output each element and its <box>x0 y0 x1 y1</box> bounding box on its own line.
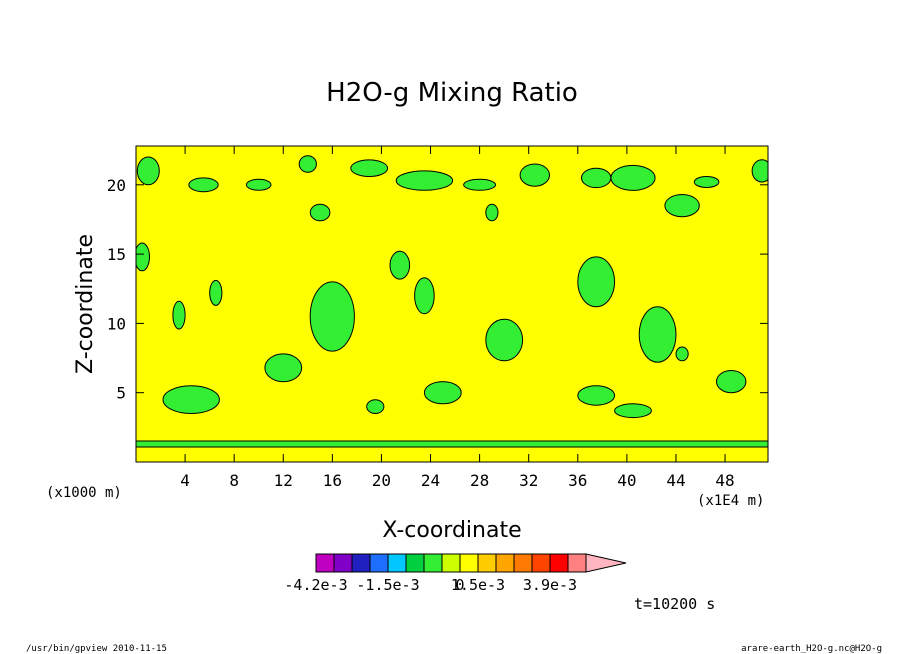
y-tick-label: 15 <box>107 245 126 264</box>
x-tick-label: 48 <box>715 471 734 490</box>
green-regions <box>136 155 768 419</box>
y-tick-label: 10 <box>107 314 126 333</box>
x-tick-label: 8 <box>229 471 239 490</box>
green-region <box>614 403 652 419</box>
colorbar-labels: -4.2e-3 -1.5e-3 01.5e-3 3.9e-3 <box>284 576 577 594</box>
colorbar-swatch <box>477 553 497 573</box>
x-tick-label: 36 <box>568 471 587 490</box>
green-region <box>350 159 389 177</box>
green-region <box>136 242 150 272</box>
colorbar-swatch <box>549 553 569 573</box>
green-region <box>423 381 462 405</box>
green-region <box>264 353 303 383</box>
colorbar-swatch <box>387 553 407 573</box>
green-region <box>298 155 317 173</box>
x-unit-right: (x1E4 m) <box>697 493 764 509</box>
plot-background <box>136 146 768 462</box>
colorbar-swatch <box>495 553 515 573</box>
green-region <box>309 203 331 222</box>
green-region <box>172 300 186 330</box>
x-tick-label: 28 <box>470 471 489 490</box>
green-region <box>675 346 689 362</box>
green-region <box>485 203 499 222</box>
colorbar-swatch <box>351 553 371 573</box>
colorbar-swatch <box>567 553 587 573</box>
green-region <box>751 159 768 183</box>
green-region <box>463 178 497 191</box>
green-region <box>209 279 223 306</box>
green-region <box>519 163 550 187</box>
x-tick-label: 4 <box>180 471 190 490</box>
colorbar-label: -1.5e-3 <box>356 576 419 594</box>
green-region <box>136 156 160 186</box>
green-region <box>395 170 454 191</box>
x-unit-left: (x1000 m) <box>46 485 122 501</box>
green-region <box>245 178 272 191</box>
plot-frame <box>135 145 769 463</box>
x-tick-label: 40 <box>617 471 636 490</box>
colorbar-swatch <box>441 553 461 573</box>
x-tick-label: 32 <box>519 471 538 490</box>
green-region <box>716 370 747 394</box>
green-region <box>610 164 656 191</box>
green-region <box>414 277 435 315</box>
green-region <box>581 167 612 189</box>
y-axis-ticks: 5 10 15 20 <box>107 176 768 403</box>
green-region <box>577 385 616 406</box>
colorbar-swatch <box>369 553 389 573</box>
green-region <box>389 250 411 280</box>
time-label: t=10200 s <box>634 595 715 613</box>
colorbar-swatch <box>423 553 443 573</box>
colorbar-label: 1.5e-3 <box>451 576 505 594</box>
chart-title: H2O-g Mixing Ratio <box>326 78 578 108</box>
green-region <box>664 194 700 218</box>
x-tick-label: 20 <box>372 471 391 490</box>
x-tick-label: 44 <box>666 471 685 490</box>
green-region <box>485 318 524 362</box>
surface-band <box>136 440 768 448</box>
y-axis-label: Z-coordinate <box>73 234 98 374</box>
x-axis-ticks: 4 8 12 16 20 24 28 32 36 40 44 48 <box>180 146 735 490</box>
green-region <box>638 306 677 363</box>
x-tick-label: 16 <box>323 471 342 490</box>
footer-left: /usr/bin/gpview 2010-11-15 <box>26 644 167 654</box>
colorbar-swatch <box>333 553 353 573</box>
y-tick-label: 5 <box>116 384 126 403</box>
colorbar-swatch <box>459 553 479 573</box>
plot-area <box>135 145 769 463</box>
x-tick-label: 12 <box>274 471 293 490</box>
colorbar-arrow <box>585 553 627 573</box>
green-region <box>188 177 219 193</box>
green-region <box>577 256 616 308</box>
colorbar-swatch <box>531 553 551 573</box>
green-region <box>309 281 355 352</box>
footer-right: arare-earth_H2O-g.nc@H2O-g <box>741 644 882 654</box>
colorbar-swatch <box>405 553 425 573</box>
colorbar-label: 0 <box>455 576 464 594</box>
colorbar-swatch <box>315 553 335 573</box>
x-axis-label: X-coordinate <box>382 518 521 543</box>
green-region <box>366 399 385 415</box>
colorbar-label: -4.2e-3 <box>284 576 347 594</box>
surface-band-fill <box>136 441 768 447</box>
colorbar <box>315 553 627 573</box>
colorbar-label: 3.9e-3 <box>523 576 577 594</box>
green-region <box>693 176 720 188</box>
green-region <box>162 385 220 415</box>
x-tick-label: 24 <box>421 471 440 490</box>
colorbar-swatch <box>513 553 533 573</box>
y-tick-label: 20 <box>107 176 126 195</box>
